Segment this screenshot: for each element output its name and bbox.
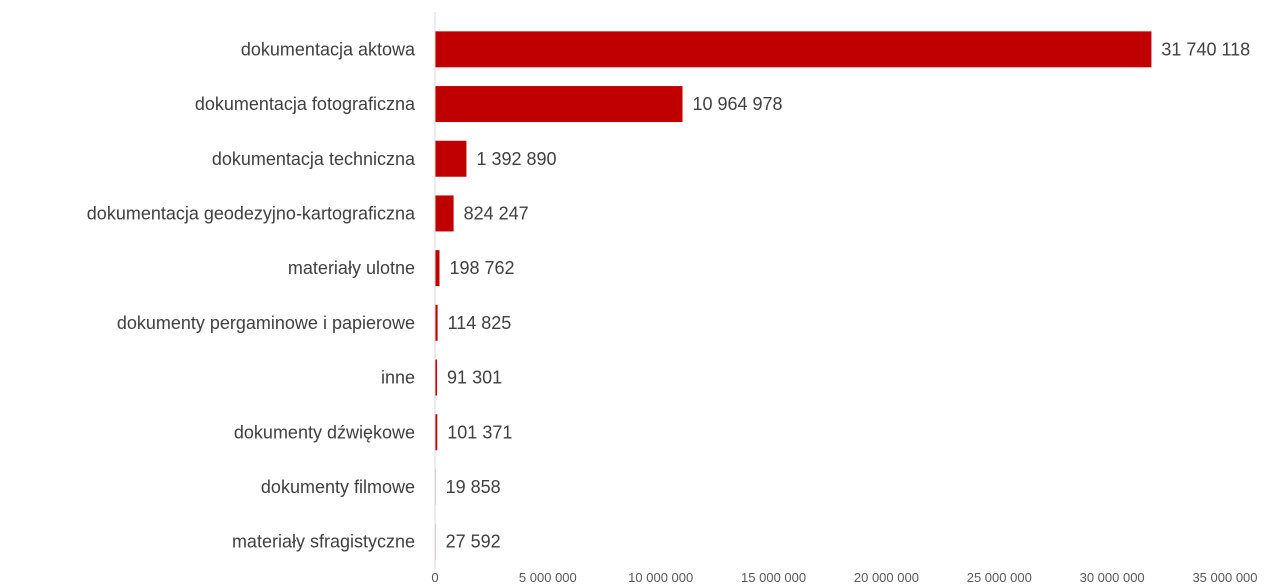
bar bbox=[435, 195, 454, 232]
value-label: 31 740 118 bbox=[1161, 39, 1250, 59]
bar bbox=[435, 86, 683, 123]
value-label: 198 762 bbox=[449, 258, 514, 278]
category-label: materiały sfragistyczne bbox=[232, 532, 415, 552]
value-label: 824 247 bbox=[464, 203, 529, 223]
bar bbox=[435, 140, 467, 177]
x-tick-label: 25 000 000 bbox=[967, 570, 1032, 585]
x-axis-tick-labels: 0 5 000 000 10 000 000 15 000 000 20 000 000… bbox=[431, 570, 1257, 585]
value-label: 1 392 890 bbox=[476, 149, 556, 169]
bar bbox=[435, 250, 440, 287]
value-label: 10 964 978 bbox=[692, 94, 782, 114]
category-label: materiały ulotne bbox=[288, 258, 415, 278]
x-tick-label: 0 bbox=[431, 570, 438, 585]
category-label: dokumenty dźwiękowe bbox=[234, 422, 415, 442]
value-labels: 31 740 118 10 964 978 1 392 890 824 247 198 … bbox=[446, 39, 1251, 551]
category-labels: dokumentacja aktowa dokumentacja fotograf… bbox=[87, 39, 416, 551]
category-label: dokumentacja techniczna bbox=[212, 149, 416, 169]
category-label: dokumentacja aktowa bbox=[241, 39, 416, 59]
category-label: inne bbox=[381, 368, 415, 388]
x-tick-label: 15 000 000 bbox=[741, 570, 806, 585]
bar bbox=[435, 31, 1152, 68]
bar bbox=[435, 359, 438, 396]
bar bbox=[435, 414, 438, 451]
value-label: 114 825 bbox=[448, 313, 512, 333]
bar bbox=[435, 304, 438, 341]
value-label: 101 371 bbox=[447, 422, 512, 442]
category-label: dokumentacja fotograficzna bbox=[195, 94, 416, 114]
category-label: dokumenty pergaminowe i papierowe bbox=[117, 313, 415, 333]
value-label: 91 301 bbox=[447, 368, 502, 388]
category-label: dokumenty filmowe bbox=[261, 477, 415, 497]
bars-layer bbox=[435, 31, 1152, 560]
x-tick-label: 35 000 000 bbox=[1192, 570, 1257, 585]
x-tick-label: 10 000 000 bbox=[628, 570, 693, 585]
x-tick-label: 20 000 000 bbox=[854, 570, 919, 585]
value-label: 27 592 bbox=[446, 532, 501, 552]
x-tick-label: 5 000 000 bbox=[519, 570, 577, 585]
value-label: 19 858 bbox=[446, 477, 501, 497]
category-label: dokumentacja geodezyjno-kartograficzna bbox=[87, 203, 416, 223]
x-tick-label: 30 000 000 bbox=[1080, 570, 1145, 585]
